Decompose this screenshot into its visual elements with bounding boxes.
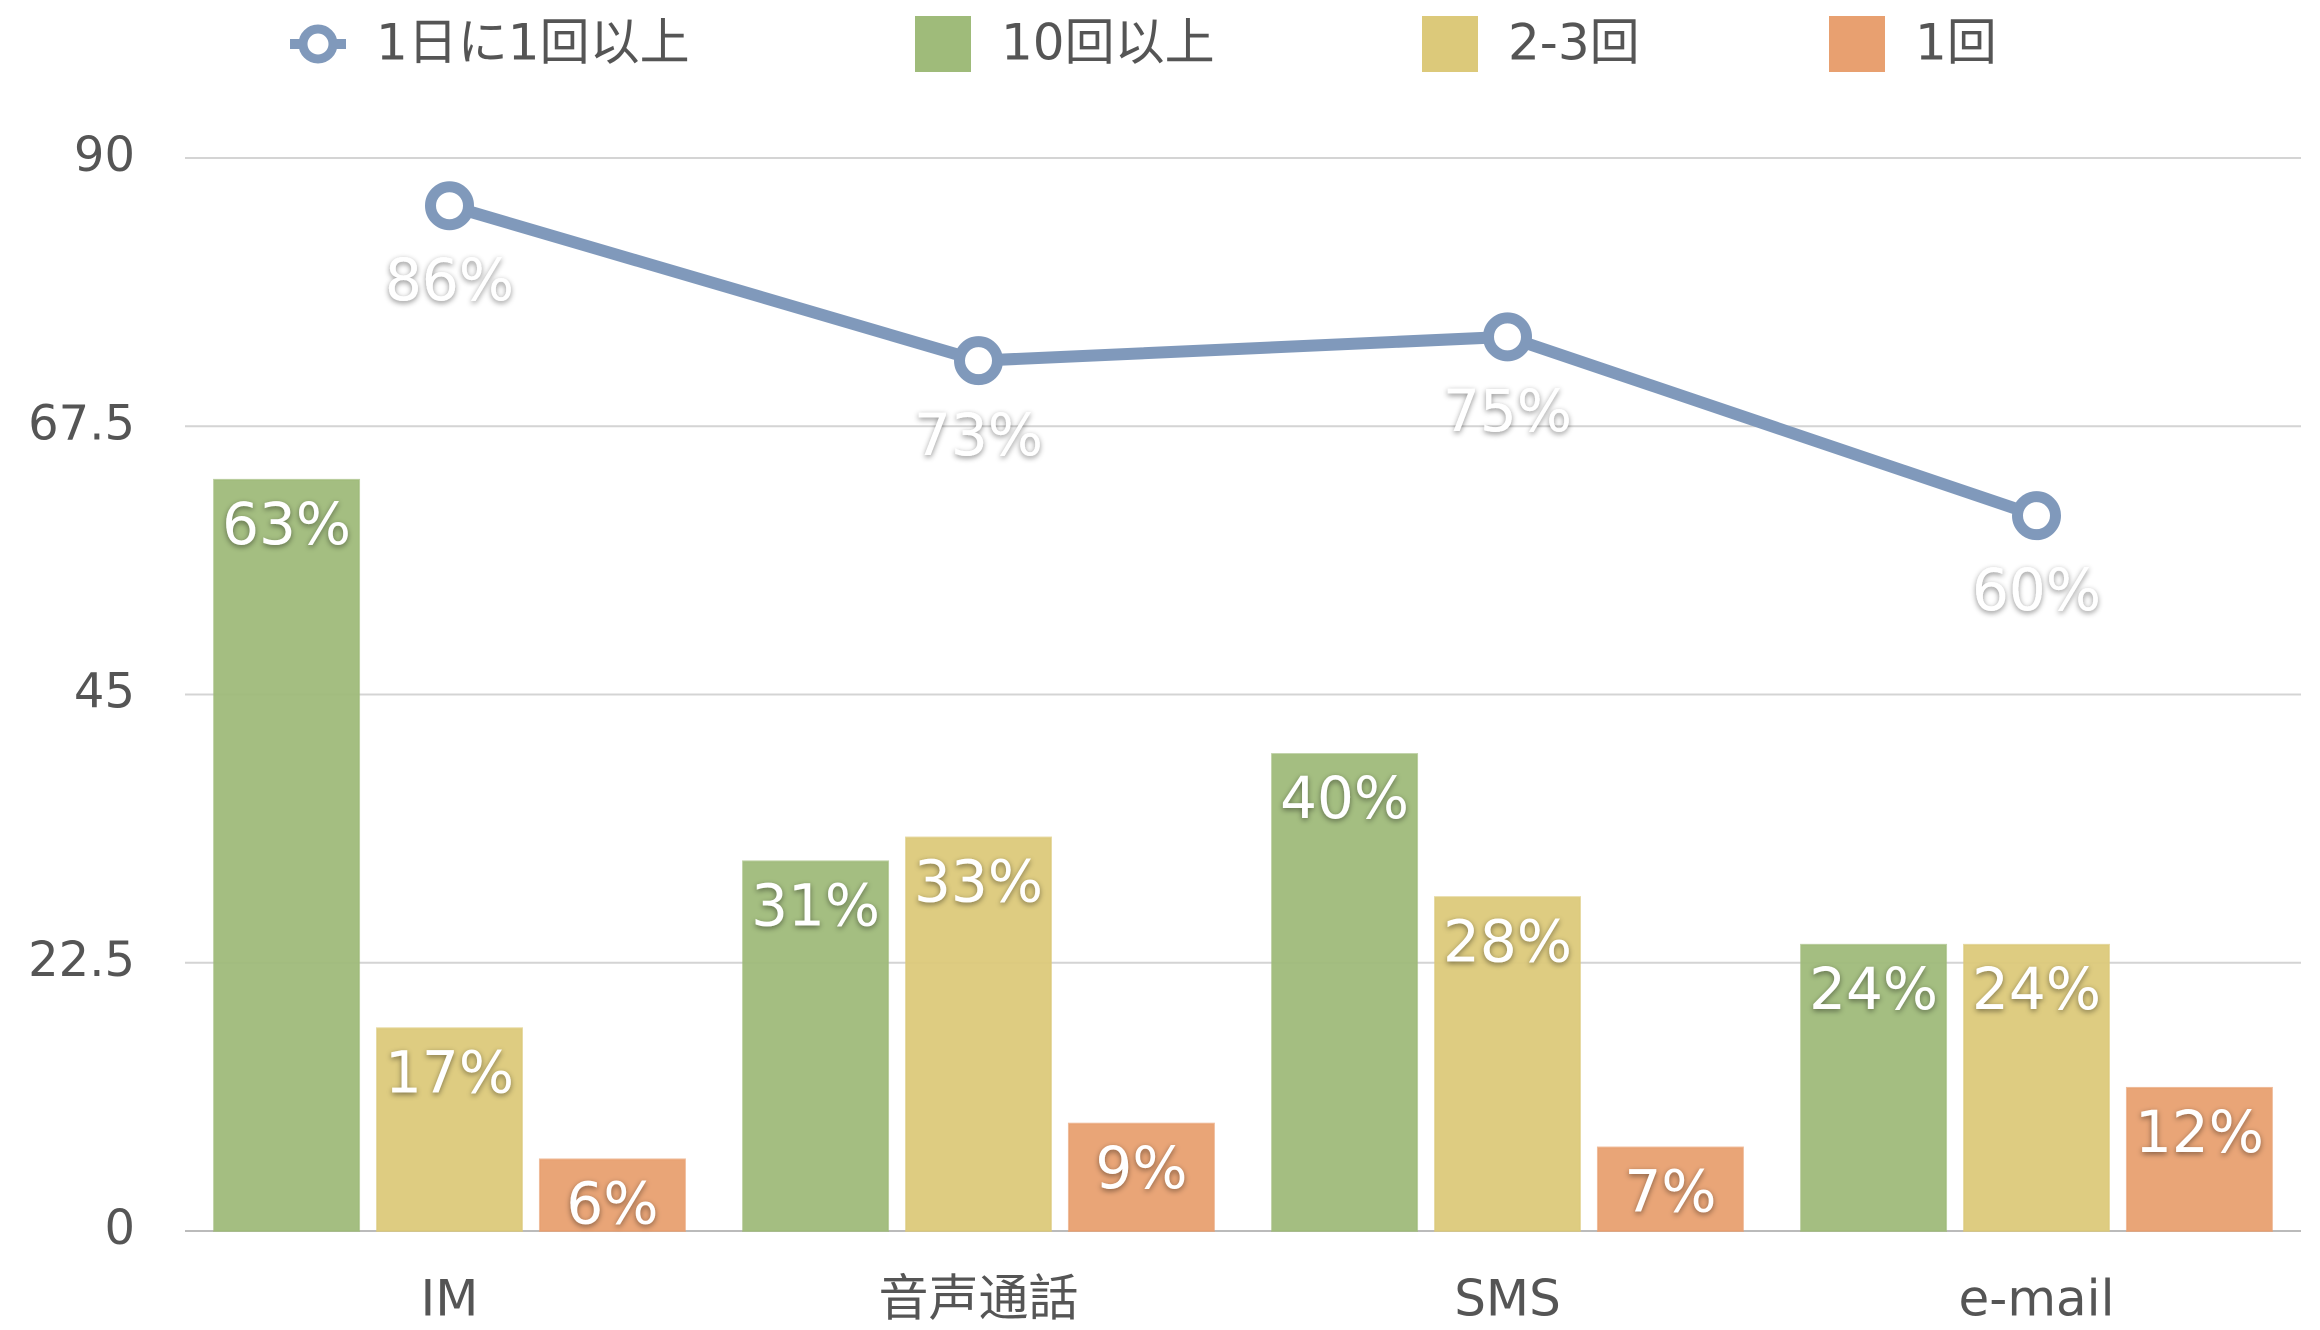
x-tick-label: e-mail (1959, 1270, 2115, 1328)
bar (1067, 1122, 1215, 1232)
bar (1596, 1146, 1744, 1232)
bar (213, 478, 361, 1232)
data-label: 63% (222, 490, 351, 558)
y-tick-label: 90 (74, 127, 135, 183)
x-tick-label: 音声通話 (879, 1270, 1079, 1328)
line-point (425, 181, 474, 231)
bar (376, 1027, 523, 1233)
legend-swatch (915, 16, 971, 72)
data-label: 6% (566, 1170, 658, 1238)
legend-label: 2-3回 (1508, 14, 1640, 72)
legend-marker (298, 24, 338, 64)
legend-label: 1回 (1915, 14, 1997, 72)
data-label: 12% (2135, 1098, 2264, 1166)
line-point (2012, 491, 2061, 541)
data-label: 17% (385, 1038, 514, 1106)
data-label: 33% (914, 848, 1043, 916)
data-label: 28% (1443, 907, 1572, 975)
data-label: 60% (1972, 556, 2101, 624)
bar (1800, 943, 1948, 1232)
bar (905, 836, 1052, 1232)
y-tick-label: 45 (74, 664, 135, 720)
legend-label: 1日に1回以上 (376, 14, 690, 72)
data-label: 9% (1095, 1134, 1187, 1202)
legend-swatch (1829, 16, 1885, 72)
bar (1963, 943, 2110, 1232)
bar (742, 860, 890, 1233)
x-tick-label: IM (421, 1270, 479, 1328)
data-label: 75% (1443, 377, 1572, 445)
legend-swatch (1422, 16, 1478, 72)
y-tick-label: 22.5 (28, 932, 135, 988)
bar (2125, 1086, 2273, 1233)
bar (1434, 896, 1581, 1233)
bar (1271, 753, 1419, 1232)
line-point (954, 336, 1003, 386)
line-point (1483, 312, 1532, 362)
y-tick-label: 0 (104, 1200, 135, 1256)
bar (538, 1158, 686, 1233)
y-tick-label: 67.5 (28, 395, 135, 451)
data-label: 7% (1624, 1158, 1716, 1226)
line (447, 199, 2039, 522)
legend-label: 10回以上 (1001, 14, 1215, 72)
data-label: 24% (1972, 955, 2101, 1023)
data-label: 40% (1280, 764, 1409, 832)
data-label: 73% (914, 401, 1043, 469)
x-tick-label: SMS (1454, 1270, 1561, 1328)
data-label: 24% (1809, 955, 1938, 1023)
data-label: 31% (751, 872, 880, 940)
data-label: 86% (385, 246, 514, 314)
